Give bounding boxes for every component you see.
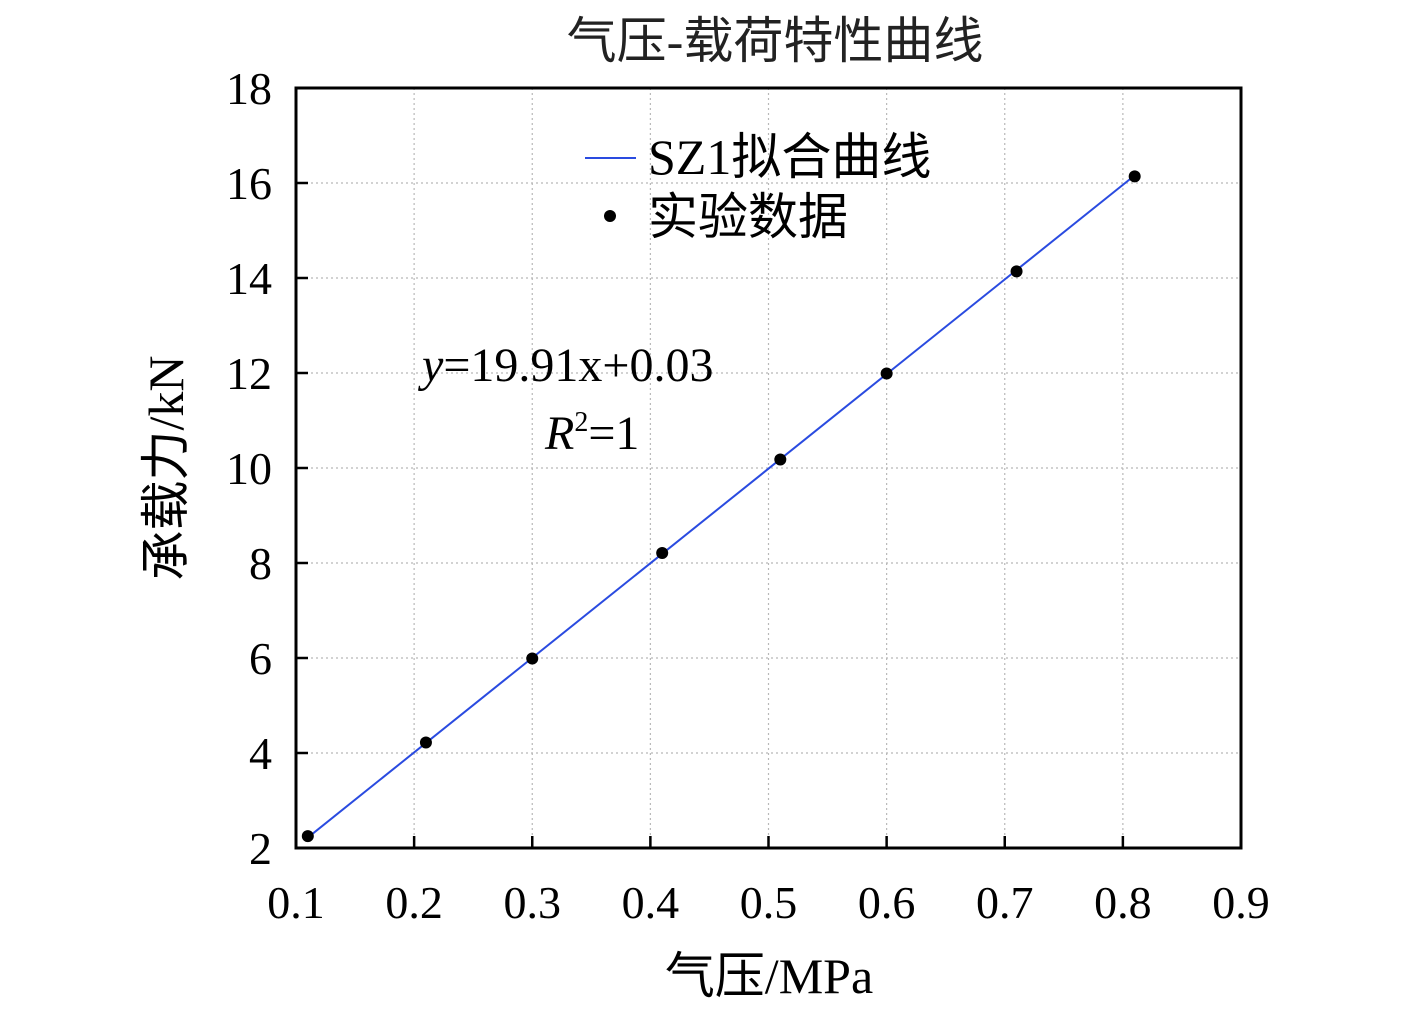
data-point [880, 367, 893, 380]
data-point [774, 453, 787, 466]
r2-var: R [544, 407, 574, 460]
data-point [301, 830, 314, 843]
fit-line [307, 174, 1136, 839]
chart-title: 气压-载荷特性曲线 [567, 13, 984, 69]
data-point [1128, 170, 1141, 183]
r2-annotation: R2=1 [544, 407, 639, 460]
y-axis: 2 4 6 8 10 12 14 16 18 [226, 63, 308, 874]
y-tick-label: 18 [226, 63, 272, 114]
legend-label-data: 实验数据 [648, 189, 848, 245]
equation-var: y [417, 339, 444, 392]
x-axis-label: 气压/MPa [665, 948, 873, 1004]
equation-annotation: y=19.91x+0.03 [417, 339, 713, 392]
y-tick-label: 10 [226, 443, 272, 494]
y-tick-label: 12 [226, 348, 272, 399]
x-tick-label: 0.4 [622, 877, 680, 928]
series-layer [301, 170, 1141, 843]
y-tick-label: 2 [249, 823, 272, 874]
y-tick-label: 8 [249, 538, 272, 589]
x-tick-label: 0.9 [1212, 877, 1270, 928]
x-axis: 0.1 0.2 0.3 0.4 0.5 0.6 0.7 0.8 0.9 [267, 836, 1270, 928]
equation-rest: =19.91x+0.03 [443, 339, 713, 392]
x-tick-label: 0.6 [858, 877, 916, 928]
data-point [419, 736, 432, 749]
y-tick-label: 16 [226, 158, 272, 209]
x-tick-label: 0.1 [267, 877, 325, 928]
data-point [526, 652, 539, 665]
x-tick-label: 0.7 [976, 877, 1034, 928]
data-point [656, 547, 669, 560]
y-tick-label: 14 [226, 253, 272, 304]
data-point [1010, 265, 1023, 278]
r2-rest: =1 [588, 407, 639, 460]
legend-point-swatch [604, 210, 616, 222]
r2-sup: 2 [574, 407, 588, 438]
x-tick-label: 0.2 [385, 877, 443, 928]
y-axis-label: 承载力/kN [138, 356, 194, 581]
x-tick-label: 0.5 [740, 877, 798, 928]
legend-label-fit: SZ1拟合曲线 [648, 129, 931, 185]
y-tick-label: 4 [249, 728, 272, 779]
y-tick-label: 6 [249, 633, 272, 684]
x-tick-label: 0.3 [504, 877, 562, 928]
x-tick-label: 0.8 [1094, 877, 1152, 928]
legend: SZ1拟合曲线 实验数据 [585, 129, 931, 245]
